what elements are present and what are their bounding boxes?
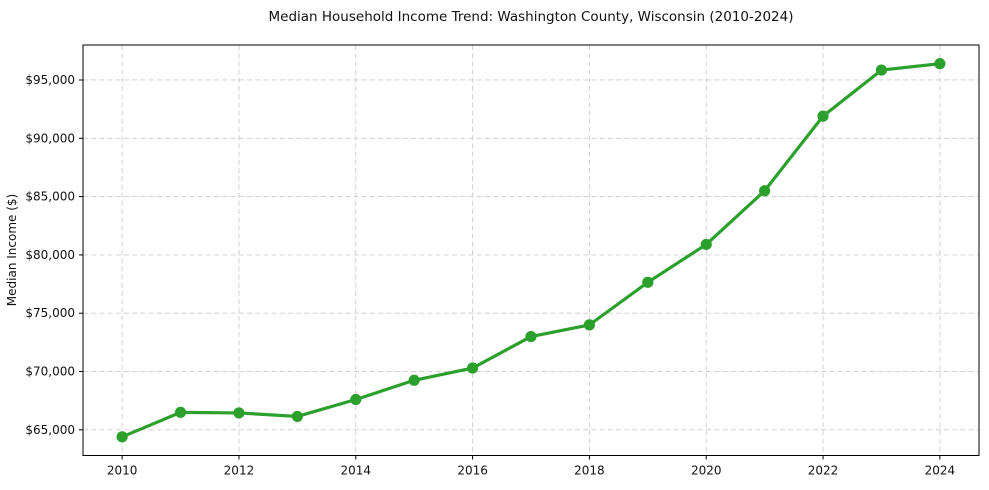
data-point-marker [233,407,245,419]
data-point-marker [291,410,303,423]
data-point-marker [642,276,654,288]
data-point-marker [350,393,362,406]
data-point-marker [174,406,187,418]
x-tick-label: 2018 [574,464,605,478]
x-tick-label: 2024 [925,464,956,478]
x-tick-label: 2014 [340,464,371,478]
tick-label-layer: 2010 2012 2014 2016 2018 2020 2022 2024 $65,000 $… [25,73,955,478]
data-point-marker [700,238,712,251]
data-point-marker [525,330,537,343]
x-tick-label: 2020 [691,464,722,478]
y-tick-label: $90,000 [25,131,75,145]
data-point-marker [875,64,888,76]
data-point-marker [934,58,946,70]
y-tick-label: $80,000 [25,248,75,262]
axis-layer [79,44,980,460]
data-series-layer [116,58,946,443]
x-tick-label: 2022 [808,464,839,478]
data-point-marker [408,374,420,386]
y-axis-label: Median Income ($) [5,194,19,306]
x-tick-label: 2016 [457,464,488,478]
grid-layer [83,45,979,456]
data-point-marker [817,110,829,122]
y-tick-label: $85,000 [25,190,75,204]
y-tick-label: $95,000 [25,73,75,87]
x-tick-label: 2012 [224,464,255,478]
data-point-marker [759,185,771,197]
y-tick-label: $70,000 [25,365,75,379]
x-tick-label: 2010 [107,464,138,478]
plot-border [82,44,980,456]
y-tick-label: $75,000 [25,306,75,320]
data-point-marker [466,362,479,374]
chart-title: Median Household Income Trend: Washingto… [269,9,794,25]
data-point-marker [116,431,128,443]
y-tick-label: $65,000 [25,423,75,437]
data-point-marker [583,319,596,331]
trend-line [120,62,942,439]
